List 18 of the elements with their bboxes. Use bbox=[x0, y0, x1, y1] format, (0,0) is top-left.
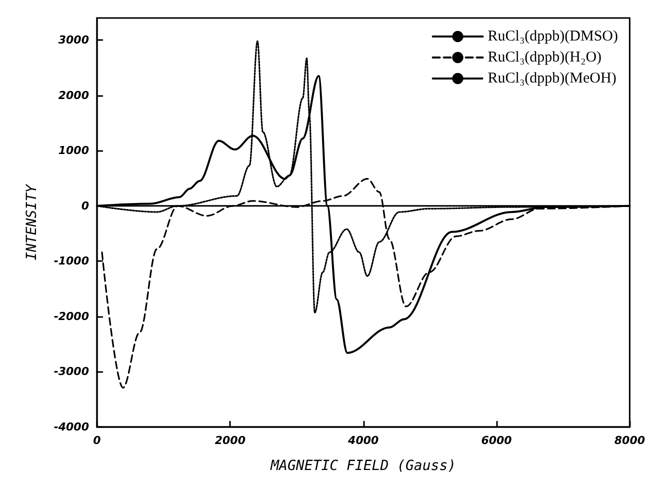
y-tick-label: 2000 bbox=[58, 88, 90, 102]
legend-label: RuCl₃(dppb)(DMSO) bbox=[488, 28, 618, 44]
x-tick-label: 2000 bbox=[214, 434, 246, 447]
y-tick-label: 1000 bbox=[58, 144, 90, 158]
legend-label: RuCl₃(dppb)(H₂O) bbox=[488, 50, 602, 66]
y-tick-label: -2000 bbox=[54, 310, 90, 323]
x-tick-label: 4000 bbox=[347, 434, 379, 447]
x-axis-title: MAGNETIC FIELD (Gauss) bbox=[270, 458, 456, 474]
y-tick-label: -3000 bbox=[54, 365, 90, 378]
y-tick-label: 0 bbox=[81, 199, 90, 212]
y-tick-label: -1000 bbox=[54, 254, 90, 268]
x-tick-label: 8000 bbox=[614, 434, 646, 447]
y-tick-label: -4000 bbox=[54, 420, 90, 434]
x-tick-label: 6000 bbox=[481, 434, 512, 447]
y-axis-title: INTENSITY bbox=[24, 183, 40, 260]
x-tick-label: 0 bbox=[93, 434, 102, 447]
legend-label: RuCl₃(dppb)(MeOH) bbox=[488, 70, 616, 86]
y-tick-label: 3000 bbox=[58, 34, 90, 47]
